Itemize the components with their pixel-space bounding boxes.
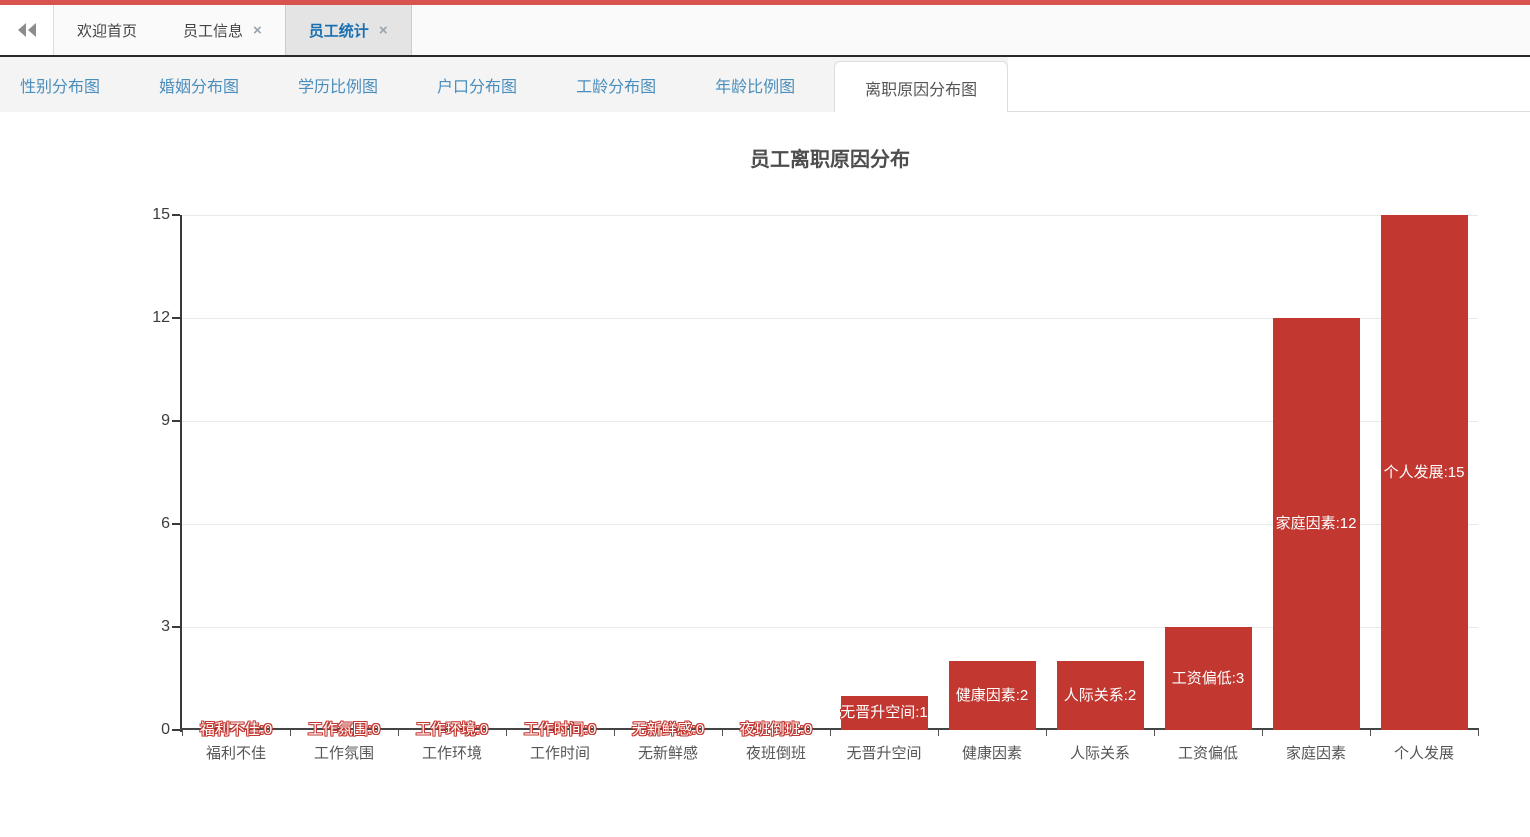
x-axis-tick — [182, 730, 183, 736]
x-axis-tick — [614, 730, 615, 736]
chart-type-tab-row: 性别分布图 婚姻分布图 学历比例图 户口分布图 工龄分布图 年龄比例图 离职原因… — [0, 57, 1530, 113]
tab-resignation-reason-distribution[interactable]: 离职原因分布图 — [834, 61, 1009, 113]
y-axis-label: 9 — [161, 412, 170, 429]
x-category-label: 人际关系 — [1069, 745, 1130, 762]
tab-marriage-distribution[interactable]: 婚姻分布图 — [159, 78, 240, 96]
x-category-label: 健康因素 — [961, 745, 1022, 762]
gridline — [182, 318, 1478, 319]
bar[interactable] — [1272, 318, 1360, 730]
close-icon[interactable]: × — [378, 21, 388, 39]
gridline — [182, 627, 1478, 628]
y-axis-label: 12 — [152, 309, 170, 326]
bar[interactable] — [1380, 215, 1468, 730]
bar-value-label: 无新鲜感:0 — [631, 721, 705, 738]
y-axis-line — [180, 215, 182, 732]
bar-value-label: 工作氛围:0 — [307, 721, 381, 738]
bar-value-label: 无晋升空间:1 — [840, 703, 928, 721]
x-axis-tick — [1046, 730, 1047, 736]
y-axis-label: 6 — [161, 515, 170, 532]
collapse-tabs-button[interactable] — [0, 5, 54, 55]
x-axis-tick — [1478, 730, 1479, 736]
tab-household-distribution[interactable]: 户口分布图 — [437, 78, 518, 96]
tab-seniority-distribution[interactable]: 工龄分布图 — [576, 78, 657, 96]
x-category-label: 个人发展 — [1393, 745, 1454, 762]
bar-value-label: 福利不佳:0 — [199, 721, 273, 738]
x-category-label: 家庭因素 — [1285, 745, 1346, 762]
y-axis-tick — [172, 626, 180, 628]
bar-value-label: 健康因素:2 — [955, 686, 1029, 704]
bar-value-label: 工作环境:0 — [415, 721, 489, 738]
x-category-label: 工作氛围 — [313, 745, 374, 762]
bar[interactable] — [1164, 627, 1252, 730]
y-axis-tick — [172, 317, 180, 319]
bar[interactable] — [1056, 661, 1144, 730]
tab-welcome-home[interactable]: 欢迎首页 — [54, 5, 160, 55]
x-category-label: 无晋升空间 — [846, 745, 922, 762]
bar-value-label: 个人发展:15 — [1383, 463, 1465, 481]
y-axis-tick — [172, 729, 180, 731]
tab-label: 欢迎首页 — [77, 22, 138, 40]
x-axis-tick — [1262, 730, 1263, 736]
x-category-label: 夜班倒班 — [745, 745, 806, 762]
top-accent-strip — [0, 0, 1530, 5]
chart-title: 员工离职原因分布 — [750, 149, 910, 171]
gridline — [182, 215, 1478, 216]
tab-label: 员工信息 — [183, 22, 244, 40]
bar-value-label: 工资偏低:3 — [1171, 669, 1245, 687]
x-axis-tick — [1370, 730, 1371, 736]
x-category-label: 福利不佳 — [205, 745, 266, 762]
y-axis-tick — [172, 523, 180, 525]
close-icon[interactable]: × — [253, 21, 262, 39]
chart-tabs-strip: 性别分布图 婚姻分布图 学历比例图 户口分布图 工龄分布图 年龄比例图 离职原因… — [0, 57, 1009, 113]
x-axis-tick — [290, 730, 291, 736]
x-axis-tick — [722, 730, 723, 736]
tab-education-ratio[interactable]: 学历比例图 — [298, 78, 379, 96]
y-axis-label: 0 — [161, 721, 170, 738]
y-axis-tick — [172, 420, 180, 422]
y-axis-label: 3 — [161, 618, 170, 635]
bar-value-label: 人际关系:2 — [1063, 686, 1137, 704]
bar-value-label: 工作时间:0 — [523, 721, 597, 738]
x-axis-tick — [830, 730, 831, 736]
tab-employee-statistics[interactable]: 员工统计 × — [284, 5, 412, 55]
x-axis-tick — [398, 730, 399, 736]
x-category-label: 无新鲜感 — [637, 745, 698, 762]
x-category-label: 工作环境 — [421, 745, 482, 762]
bar[interactable] — [840, 695, 928, 730]
x-axis-tick — [938, 730, 939, 736]
double-left-chevron-icon — [17, 23, 36, 37]
bar-value-label: 家庭因素:12 — [1275, 515, 1357, 532]
bar-value-label: 夜班倒班:0 — [739, 721, 813, 738]
tab-label: 员工统计 — [308, 22, 369, 40]
y-axis-tick — [172, 214, 180, 216]
gridline — [182, 524, 1478, 525]
chart-panel: 员工离职原因分布 0 3 6 9 12 15 福利不佳:0 福利不佳 工作氛围:0 工作氛围 工作环… — [0, 112, 1530, 837]
plot-area: 0 3 6 9 12 15 福利不佳:0 福利不佳 工作氛围:0 工作氛围 工作环境:0 工作环境 工作… — [152, 206, 1479, 762]
tab-age-ratio[interactable]: 年龄比例图 — [715, 78, 796, 96]
window-tab-bar: 欢迎首页 员工信息 × 员工统计 × — [0, 5, 1530, 57]
x-axis-tick — [1154, 730, 1155, 736]
x-category-label: 工作时间 — [529, 745, 590, 762]
tab-gender-distribution[interactable]: 性别分布图 — [20, 78, 101, 96]
x-axis-line — [180, 728, 1479, 730]
tab-employee-info[interactable]: 员工信息 × — [160, 5, 285, 55]
gridline — [182, 421, 1478, 422]
bar[interactable] — [948, 661, 1036, 730]
x-category-label: 工资偏低 — [1177, 745, 1238, 762]
y-axis-label: 15 — [152, 206, 170, 223]
x-axis-tick — [506, 730, 507, 736]
